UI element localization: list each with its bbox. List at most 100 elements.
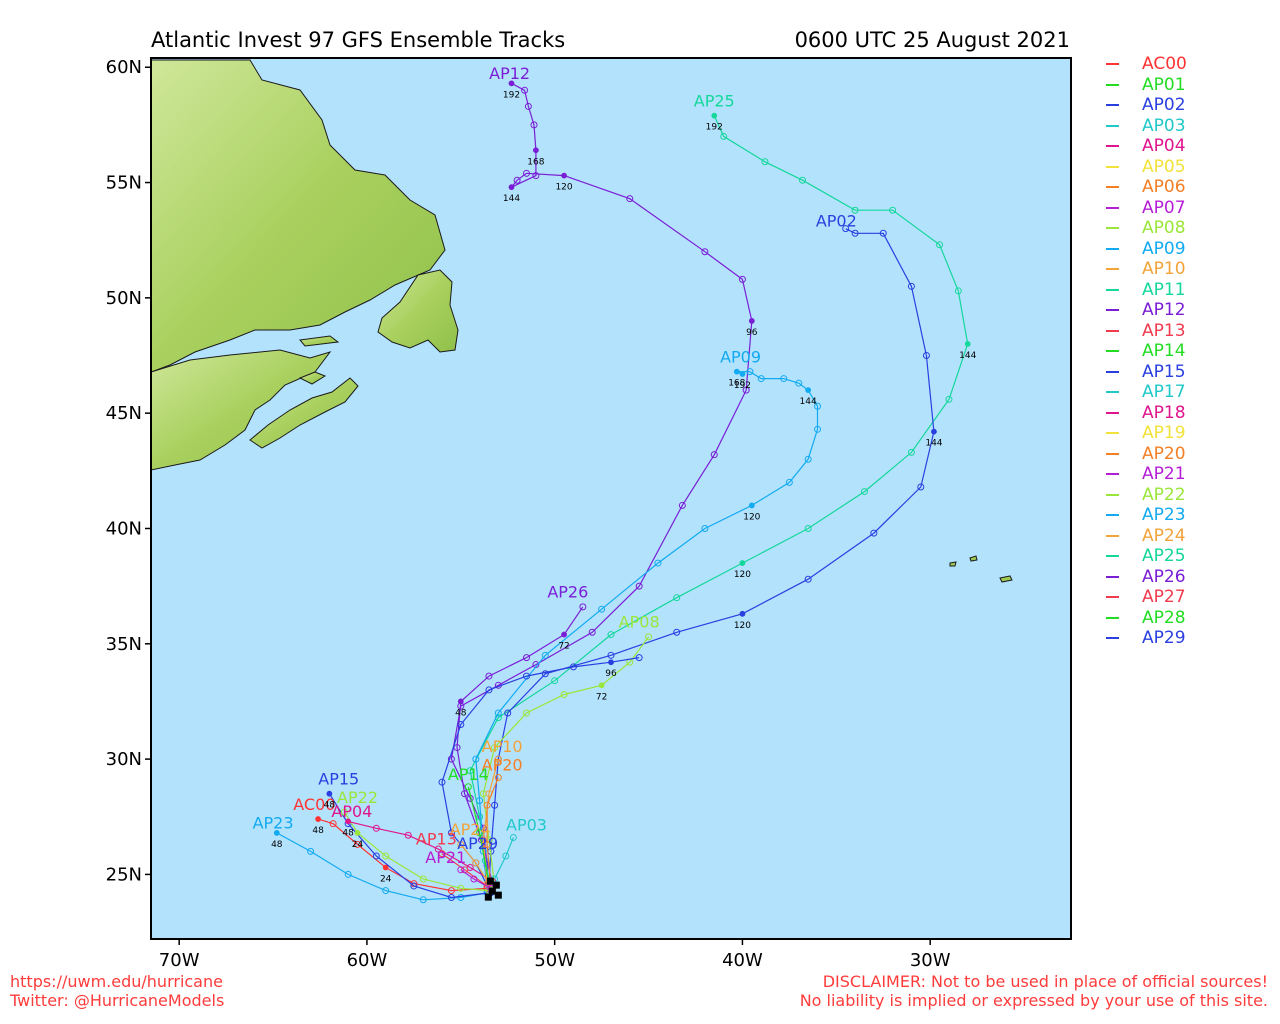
forecast-hour-label: 144	[503, 194, 520, 204]
x-tick-label: 40W	[722, 950, 763, 971]
forecast-hour-label: 24	[352, 840, 364, 850]
track-point	[954, 287, 962, 295]
legend-swatch	[1106, 493, 1119, 496]
track-name-label: AP26	[547, 583, 588, 602]
legend-swatch	[1106, 83, 1119, 86]
land-labrador	[151, 59, 446, 373]
y-tick-label: 50N	[106, 288, 142, 309]
track-point	[523, 672, 531, 680]
track-point	[814, 402, 822, 410]
initial-position-marker	[492, 881, 500, 889]
track-point	[326, 790, 333, 797]
track-point	[804, 524, 812, 532]
track-point	[748, 502, 755, 509]
track-ap12	[447, 80, 755, 895]
legend-label: AP19	[1142, 423, 1186, 443]
track-point	[345, 818, 352, 825]
track-name-label: AP25	[694, 91, 735, 110]
legend-entry: AP26	[1100, 567, 1280, 588]
track-point	[541, 651, 549, 659]
track-point	[588, 628, 596, 636]
track-point	[608, 659, 614, 666]
track-point	[560, 691, 568, 699]
track-point	[404, 831, 412, 839]
track-point	[476, 829, 484, 837]
track-point	[530, 121, 538, 129]
track-point	[447, 893, 455, 901]
track-point	[447, 887, 455, 895]
legend-swatch	[1106, 370, 1119, 373]
track-point	[645, 633, 653, 641]
legend-label: AP18	[1142, 402, 1186, 423]
legend-swatch	[1106, 309, 1119, 311]
track-point	[842, 225, 850, 233]
track-point	[315, 816, 322, 822]
legend-swatch	[1106, 186, 1119, 188]
legend-swatch	[1106, 534, 1119, 537]
track-point	[438, 850, 446, 858]
track-line	[441, 853, 488, 887]
track-point	[720, 132, 728, 140]
track-point	[907, 282, 915, 290]
legend-swatch	[1106, 411, 1119, 414]
forecast-hour-label: 72	[596, 692, 607, 702]
forecast-hour-label: 192	[706, 123, 723, 133]
forecast-hour-label: 48	[455, 708, 467, 718]
track-name-label: AP04	[331, 802, 372, 821]
track-point	[561, 631, 567, 638]
forecast-hour-label: 144	[959, 351, 976, 361]
legend-label: AP26	[1142, 566, 1186, 587]
track-point	[382, 887, 390, 895]
track-point	[673, 628, 681, 636]
legend-entry: AP15	[1100, 362, 1280, 383]
track-point	[508, 184, 515, 191]
track-name-label: AP08	[619, 613, 660, 632]
land-pei	[298, 371, 327, 385]
track-line	[343, 811, 490, 892]
footer-url[interactable]: https://uwm.edu/hurricane	[10, 972, 223, 991]
legend-swatch	[1106, 514, 1119, 516]
track-line	[488, 228, 935, 887]
legend-entry: AP21	[1100, 464, 1280, 485]
legend-label: AP24	[1142, 525, 1186, 546]
track-point	[470, 875, 478, 883]
track-point	[907, 448, 915, 456]
track-point	[524, 102, 532, 110]
track-name-label: AP29	[457, 834, 498, 853]
track-point	[354, 830, 361, 836]
track-point	[532, 172, 540, 180]
legend-entry: AP28	[1100, 608, 1280, 629]
track-point	[851, 229, 859, 237]
ensemble-tracks	[273, 80, 971, 904]
legend-swatch	[1106, 637, 1119, 639]
track-point	[804, 455, 812, 463]
x-tick-label: 50W	[534, 950, 575, 971]
legend-entry: AP10	[1100, 259, 1280, 280]
track-point	[569, 663, 577, 671]
track-point	[483, 801, 491, 809]
forecast-hour-label: 120	[734, 621, 751, 631]
track-ap04	[345, 818, 497, 885]
forecast-hour-label: 48	[342, 828, 354, 838]
track-point	[870, 529, 878, 537]
legend-swatch	[1106, 596, 1119, 598]
legend-label: AP22	[1142, 484, 1186, 505]
track-point	[561, 172, 567, 179]
track-point	[508, 80, 515, 87]
legend-swatch	[1106, 268, 1119, 270]
legend: AC00 AP01 AP02 AP03 AP04 AP05 AP06 AP07 AP08 AP09…	[1100, 54, 1280, 649]
track-point	[434, 845, 442, 853]
track-line	[486, 777, 499, 887]
legend-entry: AP08	[1100, 218, 1280, 239]
track-point	[457, 893, 465, 901]
y-tick-label: 25N	[106, 864, 142, 885]
legend-label: AP04	[1142, 136, 1186, 156]
initial-position-marker	[494, 891, 502, 899]
track-point	[598, 682, 605, 689]
legend-entry: AP24	[1100, 526, 1280, 547]
track-point	[936, 241, 944, 249]
chart-title: Atlantic Invest 97 GFS Ensemble Tracks	[151, 28, 566, 52]
track-name-label: AP09	[720, 347, 761, 366]
footer-twitter[interactable]: Twitter: @HurricaneModels	[10, 991, 225, 1010]
track-point	[746, 368, 754, 376]
